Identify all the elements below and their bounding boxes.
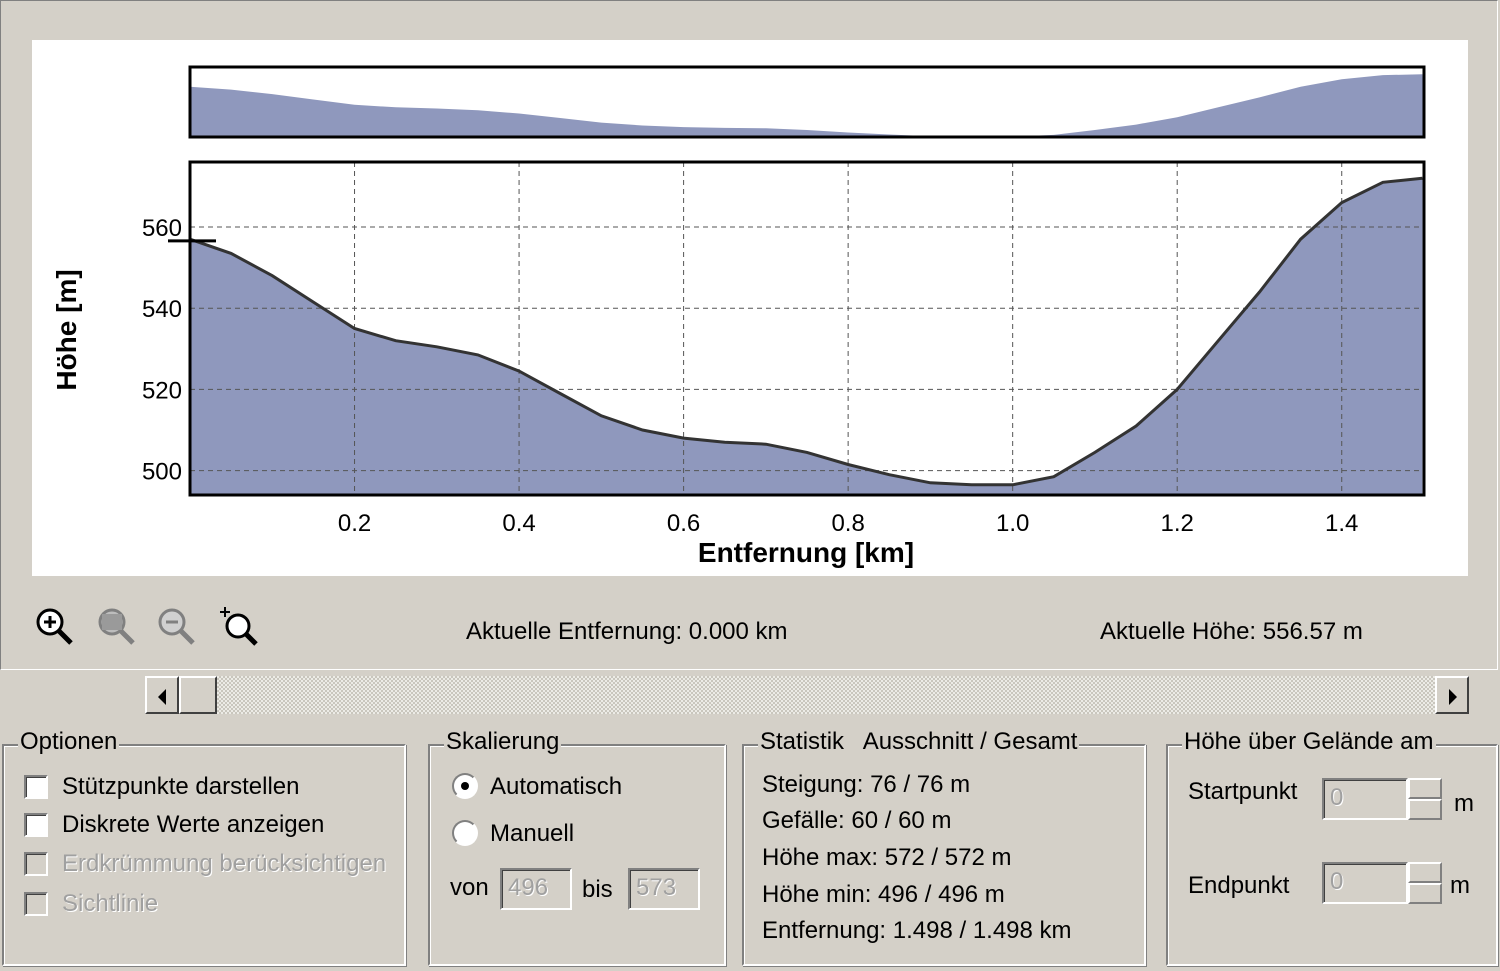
current-height-readout: Aktuelle Höhe: 556.57 m	[1100, 618, 1363, 645]
input-endpunkt[interactable]: 0	[1322, 862, 1408, 904]
unit-startpunkt: m	[1454, 790, 1474, 817]
scroll-right-button[interactable]	[1435, 676, 1469, 714]
horizontal-scrollbar[interactable]	[145, 676, 1469, 714]
current-distance-readout: Aktuelle Entfernung: 0.000 km	[466, 618, 788, 645]
radio-manuell[interactable]	[452, 820, 478, 846]
elevation-chart-svg[interactable]: 0.2 0.4 0.6 0.8 1.0 1.2 1.4 500 520 540 560 Höhe […	[32, 40, 1468, 576]
y-tick-label: 500	[142, 459, 182, 486]
spin-up-icon[interactable]	[1408, 862, 1442, 883]
options-title: Optionen	[18, 728, 120, 756]
height-above-title: Höhe über Gelände am	[1182, 728, 1436, 756]
label-erdkruemmung: Erdkrümmung berücksichtigen	[62, 850, 387, 877]
elevation-line	[189, 176, 1423, 487]
checkbox-erdkruemmung[interactable]	[24, 852, 48, 876]
x-tick-label: 1.4	[1325, 510, 1358, 537]
stat-hoehe-min: Höhe min: 496 / 496 m	[762, 881, 1005, 908]
spin-up-icon[interactable]	[1408, 778, 1442, 799]
checkbox-stuetzpunkte[interactable]	[24, 775, 48, 799]
label-von: von	[450, 874, 489, 901]
zoom-previous-icon[interactable]	[156, 606, 196, 646]
input-bis[interactable]: 573	[628, 868, 700, 910]
stat-gefaelle: Gefälle: 60 / 60 m	[762, 807, 952, 834]
spinner-startpunkt[interactable]	[1408, 778, 1442, 820]
x-tick-label: 1.0	[996, 510, 1029, 537]
label-endpunkt: Endpunkt	[1188, 872, 1290, 899]
plot-frame	[188, 160, 1426, 497]
input-startpunkt[interactable]: 0	[1322, 778, 1408, 820]
arrow-right-icon	[1449, 689, 1457, 705]
y-axis-label: Höhe [m]	[51, 269, 82, 390]
zoom-extent-icon[interactable]	[218, 606, 258, 646]
y-tick-label: 560	[142, 215, 182, 242]
x-axis-label: Entfernung [km]	[698, 537, 914, 568]
label-automatisch: Automatisch	[490, 773, 623, 800]
zoom-out-icon[interactable]	[96, 606, 136, 646]
scroll-thumb[interactable]	[179, 676, 217, 714]
input-von[interactable]: 496	[500, 868, 572, 910]
overview-frame	[188, 65, 1426, 139]
overview-area	[190, 74, 1424, 137]
scaling-group	[428, 744, 726, 966]
label-manuell: Manuell	[490, 820, 575, 847]
checkbox-diskrete-werte[interactable]	[24, 813, 48, 837]
unit-endpunkt: m	[1450, 872, 1470, 899]
radio-automatisch[interactable]	[452, 773, 478, 799]
scroll-left-button[interactable]	[145, 676, 179, 714]
stat-steigung: Steigung: 76 / 76 m	[762, 771, 971, 798]
label-bis: bis	[582, 876, 613, 903]
y-tick-label: 540	[142, 296, 182, 323]
label-startpunkt: Startpunkt	[1188, 778, 1298, 805]
label-sichtlinie: Sichtlinie	[62, 890, 159, 917]
label-stuetzpunkte: Stützpunkte darstellen	[62, 773, 300, 800]
x-tick-label: 1.2	[1161, 510, 1194, 537]
overview-strip[interactable]	[188, 65, 1426, 139]
spinner-endpunkt[interactable]	[1408, 862, 1442, 904]
spin-down-icon[interactable]	[1408, 799, 1442, 820]
checkbox-sichtlinie[interactable]	[24, 892, 48, 916]
profile-panel	[0, 0, 1498, 670]
x-tick-label: 0.8	[831, 510, 864, 537]
scaling-title: Skalierung	[444, 728, 562, 756]
stat-hoehe-max: Höhe max: 572 / 572 m	[762, 844, 1012, 871]
y-tick-label: 520	[142, 377, 182, 404]
statistics-title: Statistik Ausschnitt / Gesamt	[758, 728, 1080, 756]
spin-down-icon[interactable]	[1408, 883, 1442, 904]
zoom-in-icon[interactable]	[34, 606, 74, 646]
x-tick-label: 0.6	[667, 510, 700, 537]
x-tick-label: 0.4	[502, 510, 535, 537]
x-tick-label: 0.2	[338, 510, 371, 537]
label-diskrete-werte: Diskrete Werte anzeigen	[62, 811, 325, 838]
elevation-area	[190, 178, 1423, 495]
stat-entfernung: Entfernung: 1.498 / 1.498 km	[762, 917, 1072, 944]
arrow-left-icon	[158, 689, 166, 705]
main-plot[interactable]: 0.2 0.4 0.6 0.8 1.0 1.2 1.4 500 520 540 560	[142, 160, 1426, 537]
elevation-chart[interactable]: 0.2 0.4 0.6 0.8 1.0 1.2 1.4 500 520 540 560 Höhe […	[32, 40, 1468, 576]
options-group	[2, 744, 406, 966]
